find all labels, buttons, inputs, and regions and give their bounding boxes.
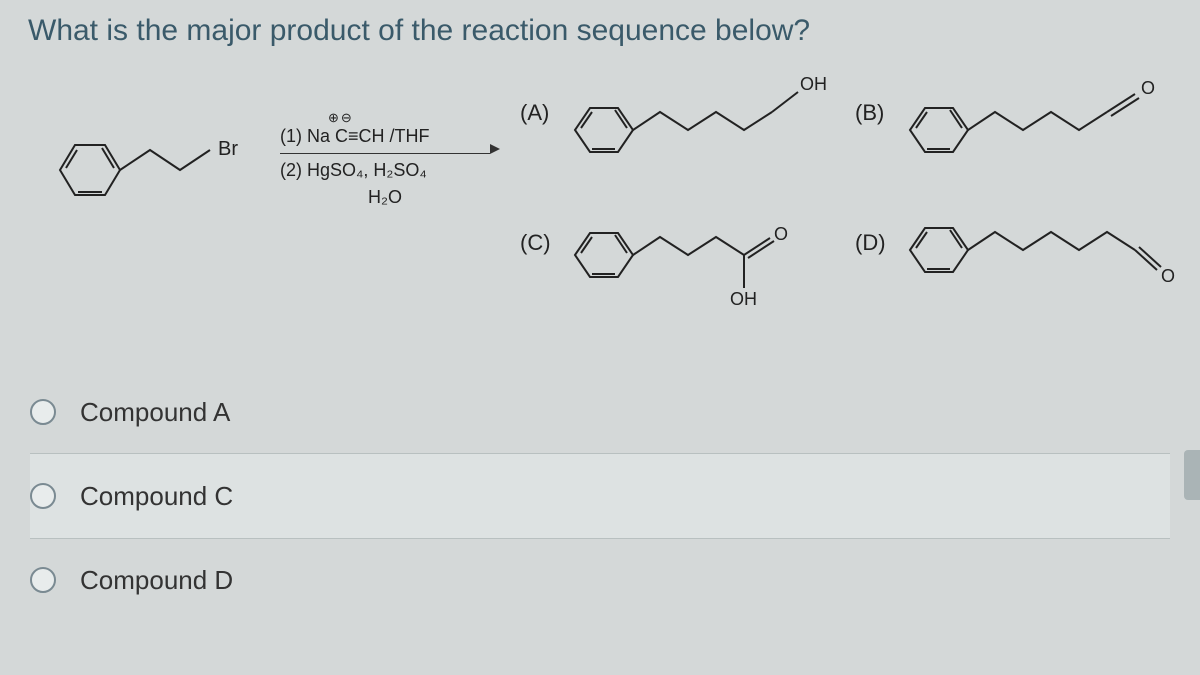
radio-icon	[30, 399, 56, 425]
product-grid: (A) OH (B)	[520, 70, 1190, 330]
product-c-label: (C)	[520, 230, 551, 256]
reaction-scheme: Br ⊕⊖ (1) Na C≡CH /THF (2) HgSO₄, H₂SO₄ …	[40, 120, 470, 240]
product-b-o: O	[1141, 78, 1155, 98]
option-compound-d[interactable]: Compound D	[30, 538, 1170, 622]
product-c-structure: O OH	[560, 200, 840, 320]
option-label: Compound A	[80, 397, 230, 428]
product-c-o: O	[774, 224, 788, 244]
answer-options: Compound A Compound C Compound D	[30, 370, 1170, 622]
product-d-label: (D)	[855, 230, 886, 256]
scroll-hint-icon	[1184, 450, 1200, 500]
starting-material-structure: Br	[40, 120, 270, 230]
product-d-o: O	[1161, 266, 1175, 286]
product-a-oh: OH	[800, 74, 827, 94]
option-compound-c[interactable]: Compound C	[30, 454, 1170, 538]
reagent-step3: H₂O	[280, 181, 490, 208]
radio-icon	[30, 567, 56, 593]
product-c: (C) O OH	[520, 200, 855, 330]
reagent-step1: (1) Na C≡CH /THF	[280, 126, 490, 154]
product-a-structure: OH	[560, 70, 840, 180]
product-b-structure: O	[895, 70, 1195, 180]
option-label: Compound D	[80, 565, 233, 596]
product-d-structure: O	[895, 200, 1200, 320]
product-b: (B) O	[855, 70, 1190, 200]
radio-icon	[30, 483, 56, 509]
br-label: Br	[218, 138, 238, 160]
question-text: What is the major product of the reactio…	[28, 14, 810, 48]
option-label: Compound C	[80, 481, 233, 512]
reagent-conditions: ⊕⊖ (1) Na C≡CH /THF (2) HgSO₄, H₂SO₄ H₂O	[280, 110, 500, 208]
option-compound-a[interactable]: Compound A	[30, 370, 1170, 454]
reagent-step2: (2) HgSO₄, H₂SO₄	[280, 154, 500, 181]
charge-symbols: ⊕⊖	[328, 110, 500, 126]
reaction-arrowhead	[490, 144, 500, 154]
product-a: (A) OH	[520, 70, 855, 200]
product-b-label: (B)	[855, 100, 884, 126]
product-c-oh: OH	[730, 289, 757, 309]
product-a-label: (A)	[520, 100, 549, 126]
product-d: (D) O	[855, 200, 1190, 330]
